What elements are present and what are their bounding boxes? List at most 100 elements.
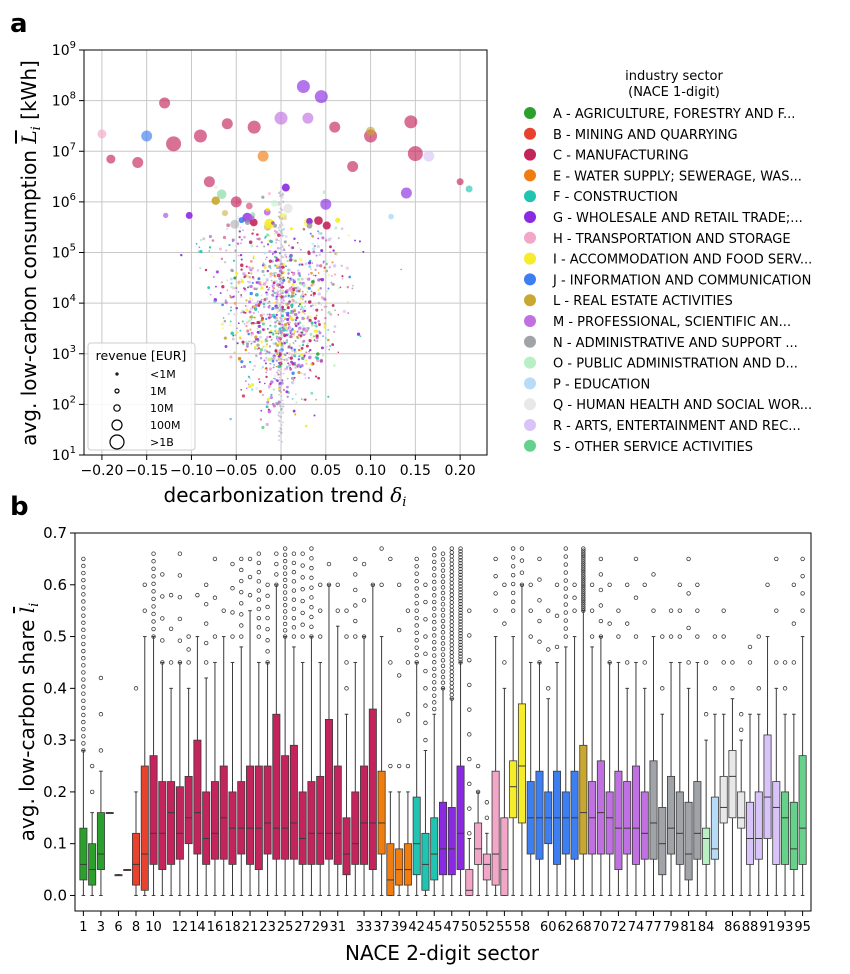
scatter-point — [249, 307, 253, 311]
boxplot-x-tick-label: 74 — [628, 920, 645, 935]
box-outlier — [449, 607, 454, 613]
scatter-point — [272, 259, 274, 261]
box-outlier — [563, 570, 568, 575]
scatter-point — [280, 424, 283, 427]
scatter-point — [300, 297, 303, 300]
scatter-point — [250, 334, 253, 337]
scatter-point — [282, 263, 285, 266]
box-outlier — [318, 582, 323, 587]
box-outlier — [247, 592, 253, 598]
scatter-point-large — [347, 160, 359, 172]
scatter-point — [281, 232, 283, 235]
scatter-point — [290, 347, 293, 350]
scatter-point — [264, 344, 268, 348]
scatter-point — [273, 301, 276, 304]
box-outlier — [554, 582, 560, 587]
scatter-point — [265, 352, 267, 355]
scatter-point — [283, 323, 288, 327]
box-outlier — [239, 589, 244, 595]
box-sector-94 — [772, 556, 781, 896]
box-body — [158, 781, 167, 870]
box-sector-81 — [684, 556, 693, 896]
scatter-point — [266, 397, 270, 401]
scatter-point — [228, 296, 231, 298]
scatter-point — [254, 335, 258, 339]
box-outlier — [458, 633, 463, 639]
box-outlier — [432, 579, 437, 585]
box-sector-7 — [123, 869, 132, 871]
scatter-point — [313, 339, 316, 341]
scatter-point — [302, 227, 306, 231]
box-outlier — [177, 638, 183, 643]
scatter-point — [255, 305, 258, 308]
scatter-point — [285, 365, 289, 368]
box-outlier — [98, 675, 104, 681]
scatter-point-large — [247, 120, 261, 134]
scatter-point — [327, 238, 331, 242]
scatter-point — [282, 302, 285, 305]
scatter-point — [316, 352, 320, 356]
scatter-point — [312, 283, 315, 286]
scatter-point — [259, 281, 262, 284]
box-outlier — [300, 610, 305, 616]
scatter-point — [333, 330, 336, 333]
boxplot-x-tick-label: 14 — [189, 920, 206, 935]
color-legend-marker — [524, 107, 536, 119]
scatter-point — [289, 277, 292, 280]
scatter-point — [245, 324, 248, 328]
scatter-point — [313, 278, 315, 281]
scatter-point — [220, 281, 224, 284]
box-outlier — [572, 608, 577, 613]
box-outlier — [449, 665, 454, 671]
scatter-point — [289, 269, 292, 272]
scatter-point — [335, 217, 341, 223]
scatter-point — [315, 334, 319, 338]
box-outlier — [440, 674, 446, 680]
scatter-point — [338, 287, 341, 290]
box-outlier — [230, 586, 235, 591]
box-outlier — [151, 566, 156, 571]
scatter-point — [283, 358, 286, 361]
box-outlier — [581, 599, 586, 605]
scatter-point — [240, 294, 243, 296]
scatter-point — [322, 335, 324, 337]
scatter-point — [226, 223, 231, 228]
box-body — [175, 786, 184, 860]
scatter-point — [351, 284, 355, 287]
scatter-point — [253, 307, 258, 311]
scatter-point — [235, 292, 238, 295]
scatter-point — [260, 409, 263, 412]
box-outlier — [414, 652, 419, 658]
scatter-point — [282, 276, 285, 279]
scatter-point — [249, 291, 253, 296]
scatter-point — [263, 359, 266, 362]
box-outlier — [756, 634, 761, 639]
scatter-point — [235, 331, 239, 334]
scatter-point — [300, 248, 302, 251]
box-outlier — [519, 558, 525, 563]
box-outlier — [747, 644, 753, 650]
box-outlier — [151, 551, 156, 556]
box-outlier — [458, 616, 463, 621]
scatter-point — [279, 290, 281, 292]
scatter-point — [279, 362, 282, 365]
box-outlier — [239, 567, 244, 573]
scatter-point — [287, 280, 291, 284]
box-outlier — [607, 660, 612, 665]
scatter-point — [242, 229, 244, 231]
box-outlier — [449, 546, 454, 551]
box-outlier — [756, 686, 761, 691]
box-outlier — [458, 575, 463, 580]
box-sector-78 — [658, 634, 667, 896]
scatter-point — [235, 312, 239, 316]
box-sector-34 — [360, 561, 369, 896]
box-outlier — [291, 597, 297, 602]
scatter-point — [311, 262, 314, 264]
scatter-point — [301, 316, 305, 320]
scatter-point — [322, 221, 331, 230]
scatter-point — [276, 319, 279, 322]
boxplot-x-tick-label: 27 — [294, 920, 311, 935]
scatter-point — [317, 230, 319, 232]
box-sector-63 — [570, 582, 579, 896]
